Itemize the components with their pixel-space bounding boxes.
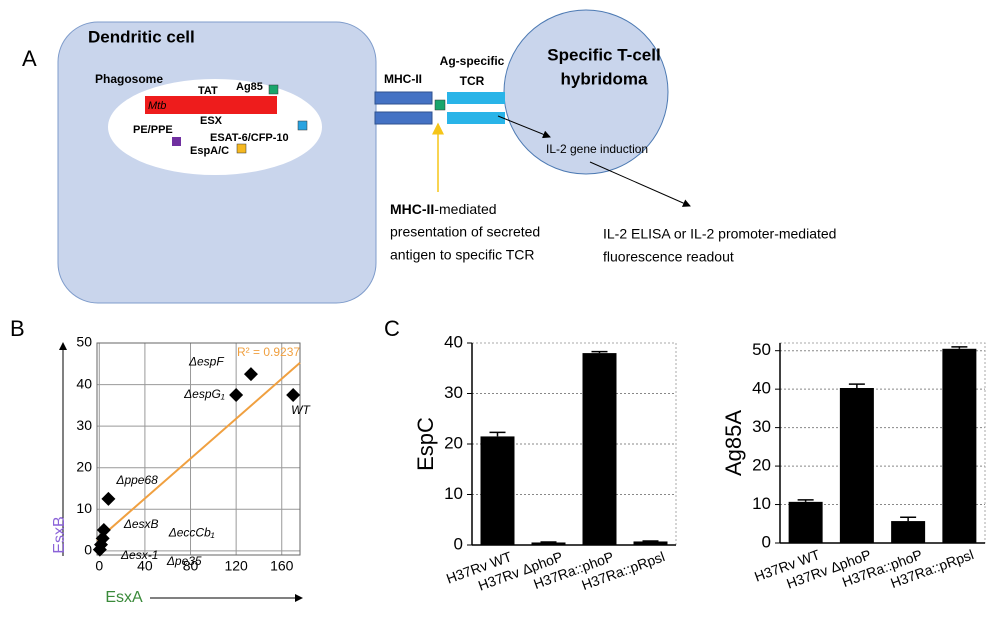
label: MHC-II-mediated [390,201,497,217]
annotation: R² = 0.9237 [237,345,300,359]
label: TCR [460,74,485,88]
point-label: ΔespF [188,354,224,368]
mtb [145,96,277,114]
panel-label: C [384,316,400,341]
error-bar [900,516,917,522]
x-tick-label: 80 [183,558,199,574]
label: TAT [198,85,218,97]
point [101,491,116,506]
y-tick-label: 20 [444,433,463,452]
x-tick-label: 40 [137,558,153,574]
error-bar [540,541,557,543]
mhc-bar [374,91,433,105]
icon [268,84,279,95]
panel-label: A [22,46,37,71]
y-tick-label: 0 [84,542,92,558]
error-bar [797,499,814,502]
label: Ag85 [236,81,263,93]
point-label: WT [291,403,311,417]
arrow [497,115,551,139]
point-label: ΔespG₁ [183,387,225,401]
point [92,542,107,557]
bar [839,388,874,543]
y-tick-label: 30 [752,417,771,436]
y-tick-label: 20 [752,456,771,475]
error-bar [848,383,865,388]
label: PE/PPE [133,124,173,136]
label: IL-2 gene induction [546,142,648,156]
bar [531,542,566,545]
y-tick-label: 50 [752,340,771,359]
mhc-bar [374,111,433,125]
point-label: ΔesxB [123,517,159,531]
x-tick-label: 160 [270,558,294,574]
point-label: Δpe35 [166,554,202,568]
error-bar [591,350,608,354]
tcr-bar [447,92,505,104]
label: Phagosome [95,72,163,86]
label: Ag-specific [440,54,505,68]
error-bar [489,431,506,437]
error-bar [642,540,659,542]
point [96,523,111,538]
icon [236,143,247,154]
point-label: Δppe68 [115,473,158,487]
y-tick-label: 0 [454,534,463,553]
error-bar [951,346,968,349]
y-axis-label: Ag85A [721,410,746,476]
bar [788,501,823,543]
y-tick-label: 30 [76,417,92,433]
icon [297,120,308,131]
bar [942,348,977,543]
y-tick-label: 20 [76,458,92,474]
icon [172,137,181,146]
label: hybridoma [561,69,648,88]
y-tick-label: 30 [444,383,463,402]
label: antigen to specific TCR [390,247,534,263]
y-tick-label: 50 [76,334,92,350]
y-tick-label: 0 [762,532,771,551]
x-tick-label: 0 [95,558,103,574]
bar [582,353,617,545]
label: MHC-II [384,72,422,86]
label: fluorescence readout [603,249,734,265]
label: ESAT-6/CFP-10 [210,132,289,144]
x-tick-label: 120 [224,558,248,574]
point-label: Δesx-1 [120,548,158,562]
cell-title: Dendritic cell [88,27,195,46]
trendline [96,362,301,542]
point [229,387,244,402]
x-axis-label: EsxA [105,589,143,606]
y-tick-label: 10 [752,494,771,513]
label: IL-2 ELISA or IL-2 promoter-mediated [603,226,836,242]
point [243,367,258,382]
tcr-bar [447,112,505,124]
y-tick-label: 40 [752,379,771,398]
point-label: ΔeccCb₁ [168,526,215,540]
panel-label: B [10,316,25,341]
label: ESX [200,115,223,127]
antigen [434,99,446,111]
bar [480,436,515,545]
point [286,387,301,402]
y-tick-label: 40 [444,332,463,351]
y-tick-label: 40 [76,375,92,391]
label: Mtb [148,100,166,112]
label: EspA/C [190,145,229,157]
y-tick-label: 10 [76,500,92,516]
y-tick-label: 10 [444,484,463,503]
arrow [589,161,691,207]
bar [633,541,668,545]
label: Specific T-cell [547,45,660,64]
bar [891,521,926,543]
y-axis-label: EsxB [51,516,68,553]
plot-frame [96,342,301,556]
label: presentation of secreted [390,224,540,240]
y-axis-label: EspC [413,417,438,471]
